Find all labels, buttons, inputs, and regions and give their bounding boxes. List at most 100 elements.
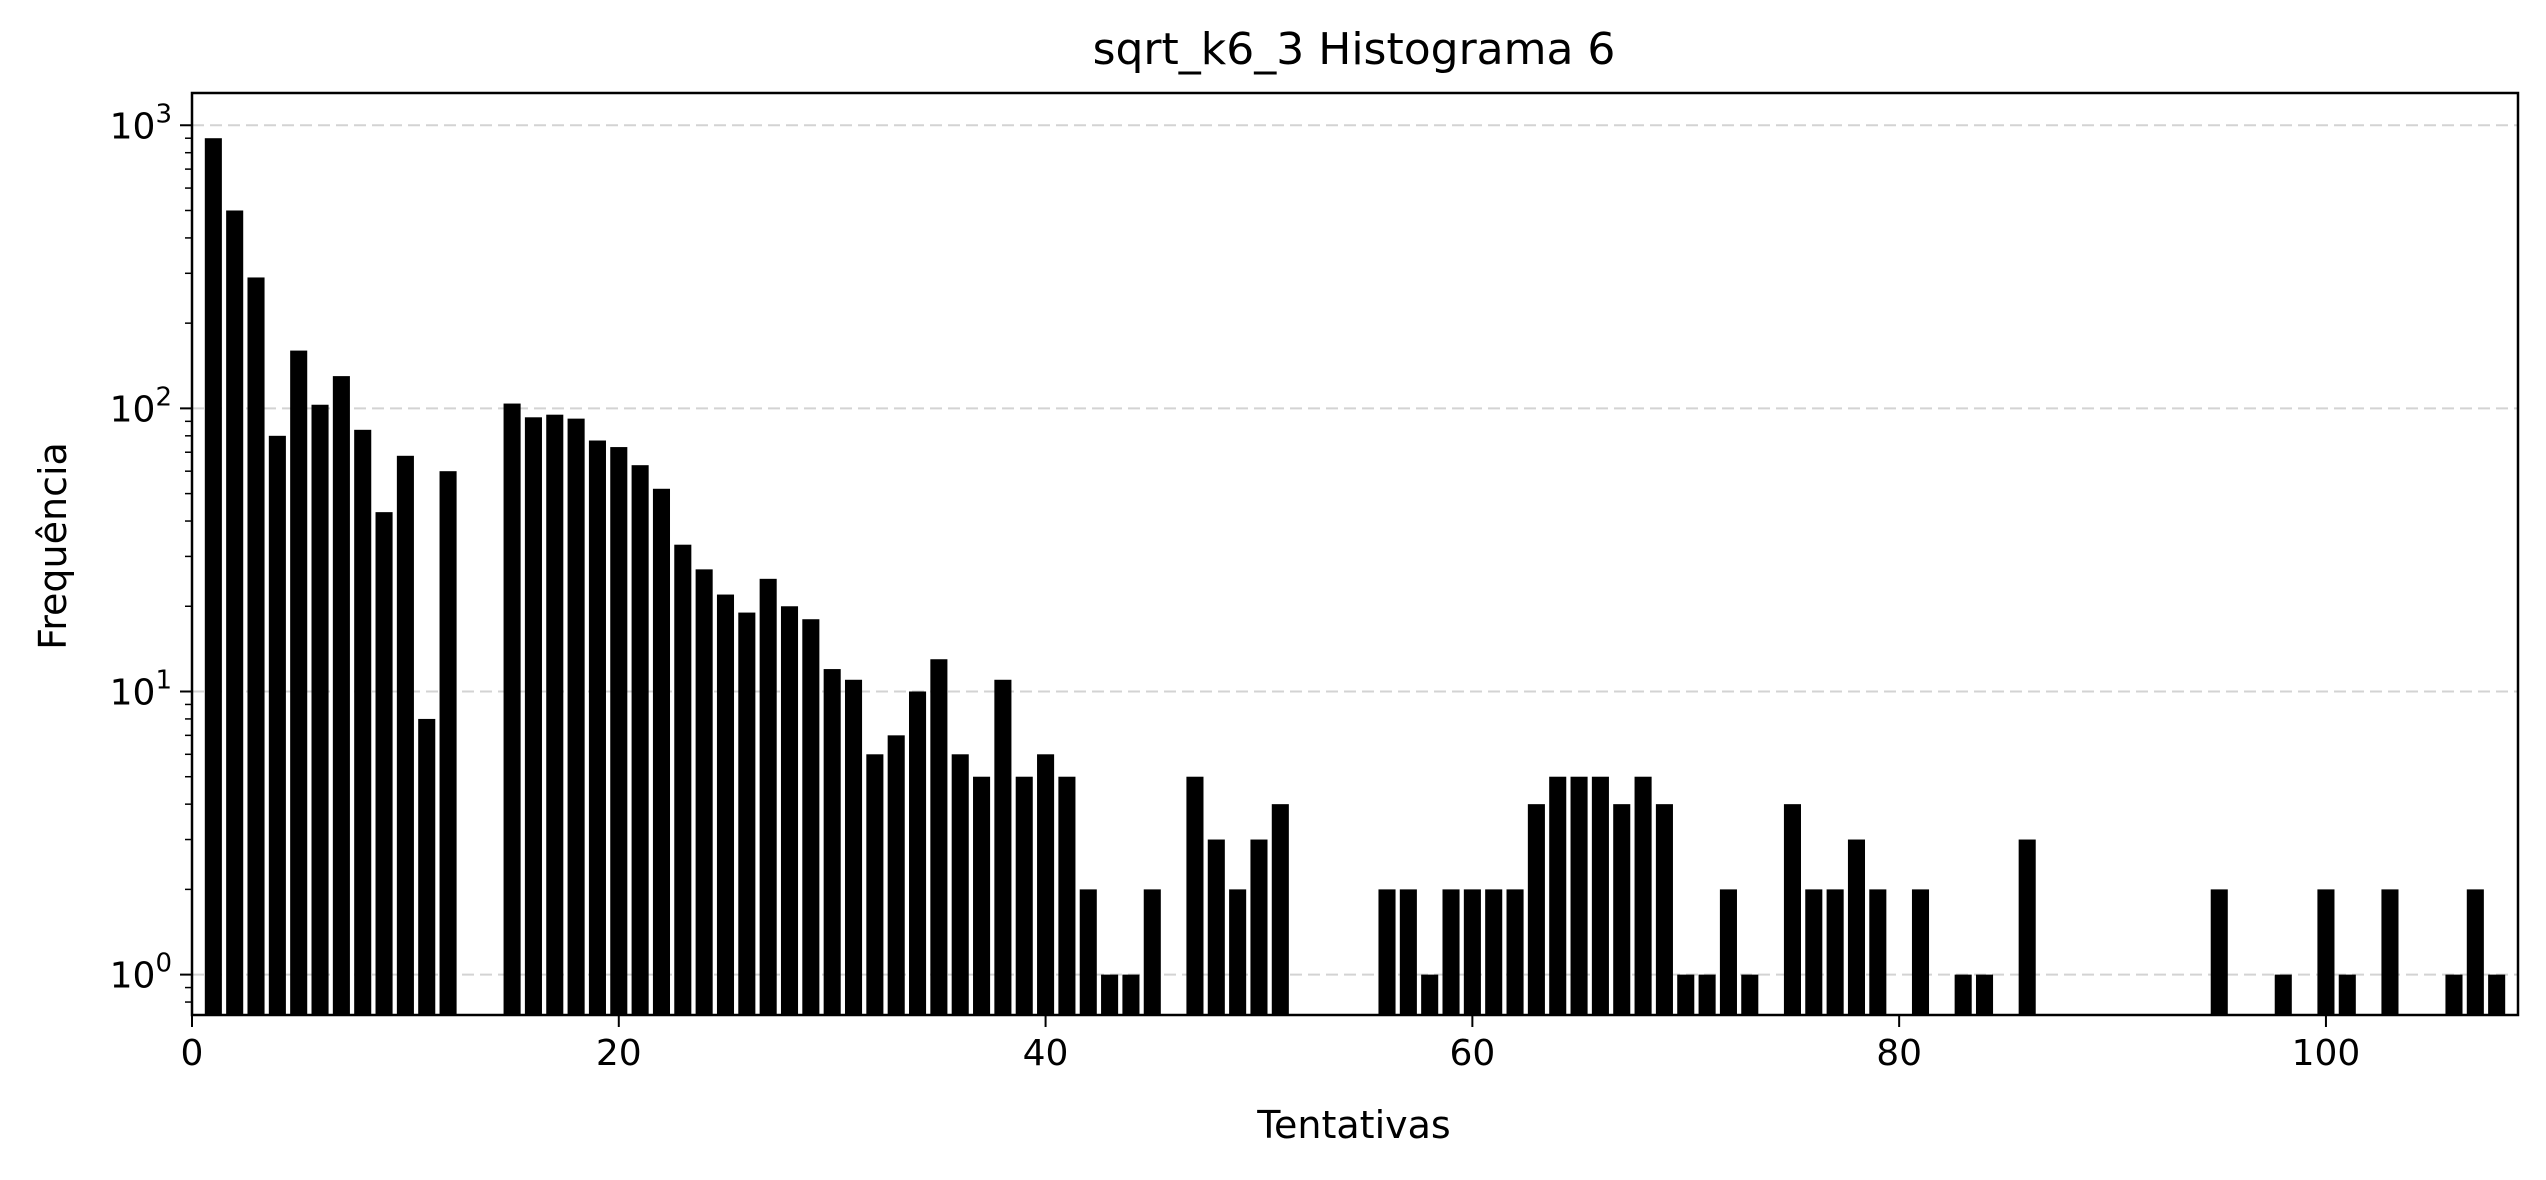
bar bbox=[503, 403, 521, 1015]
bar bbox=[1250, 839, 1268, 1015]
bar bbox=[951, 754, 969, 1015]
bar bbox=[887, 735, 905, 1015]
bar bbox=[1101, 974, 1119, 1015]
bar bbox=[1911, 889, 1930, 1015]
y-axis-label: Frequência bbox=[31, 442, 75, 650]
bar bbox=[2381, 889, 2399, 1015]
bar bbox=[204, 138, 222, 1015]
bar bbox=[1741, 974, 1759, 1015]
bar bbox=[1698, 974, 1716, 1015]
bar bbox=[780, 606, 799, 1015]
bar bbox=[802, 619, 820, 1015]
x-tick-label: 80 bbox=[1876, 1033, 1922, 1074]
bar bbox=[1591, 776, 1609, 1015]
bar bbox=[268, 435, 286, 1015]
chart-title: sqrt_k6_3 Histograma 6 bbox=[1093, 24, 1616, 75]
bar bbox=[1719, 889, 1737, 1015]
bar bbox=[759, 578, 777, 1015]
plot-frame bbox=[190, 91, 2520, 1017]
bar bbox=[610, 447, 628, 1016]
bar bbox=[1058, 776, 1076, 1015]
bar bbox=[652, 488, 671, 1015]
bar bbox=[247, 277, 265, 1015]
bar bbox=[1207, 839, 1225, 1015]
bar bbox=[1783, 804, 1801, 1015]
bar bbox=[1271, 804, 1289, 1015]
bar bbox=[226, 210, 244, 1015]
bar bbox=[1506, 889, 1524, 1015]
y-tick-label: 100 bbox=[110, 949, 172, 997]
bar bbox=[1186, 776, 1204, 1015]
bar bbox=[1847, 839, 1866, 1015]
bar bbox=[332, 376, 350, 1015]
bar bbox=[2317, 889, 2335, 1015]
y-tick-label: 101 bbox=[110, 665, 172, 713]
bar bbox=[311, 404, 329, 1015]
bar bbox=[1975, 974, 1994, 1015]
bar bbox=[1463, 889, 1481, 1015]
bar bbox=[674, 544, 692, 1015]
bar bbox=[1954, 974, 1972, 1015]
bar bbox=[1015, 776, 1033, 1015]
x-tick-label: 20 bbox=[596, 1033, 642, 1074]
bar bbox=[396, 455, 414, 1015]
bar bbox=[994, 679, 1012, 1015]
bar bbox=[2210, 889, 2228, 1015]
bar bbox=[2488, 974, 2506, 1015]
bar bbox=[930, 659, 948, 1015]
bar bbox=[844, 679, 863, 1015]
bar bbox=[1079, 889, 1097, 1015]
bar bbox=[418, 718, 436, 1015]
bar bbox=[1805, 889, 1823, 1015]
bar bbox=[1485, 889, 1503, 1015]
y-tick-label: 102 bbox=[110, 382, 172, 430]
bar bbox=[1378, 889, 1396, 1015]
bar bbox=[567, 418, 585, 1015]
bar bbox=[2018, 839, 2036, 1015]
bar bbox=[1442, 889, 1460, 1015]
bar bbox=[2466, 889, 2484, 1015]
bar bbox=[1122, 974, 1140, 1015]
y-tick-label: 103 bbox=[110, 99, 172, 147]
bar bbox=[695, 569, 713, 1015]
bar bbox=[973, 776, 991, 1015]
bar bbox=[1655, 804, 1673, 1015]
bar bbox=[546, 414, 564, 1015]
bar bbox=[2445, 974, 2463, 1015]
bar bbox=[1421, 974, 1439, 1015]
bar bbox=[354, 429, 372, 1015]
bars bbox=[204, 138, 2506, 1016]
bar bbox=[2338, 974, 2356, 1015]
bar bbox=[716, 594, 735, 1015]
bar bbox=[1869, 889, 1887, 1015]
bar bbox=[631, 465, 649, 1015]
axes: 0 20 40 60 80 100 100 101 102 103 bbox=[110, 91, 2520, 1074]
bar bbox=[1399, 889, 1417, 1015]
x-tick-label: 0 bbox=[181, 1033, 204, 1074]
x-tick-label: 100 bbox=[2292, 1033, 2361, 1074]
bar bbox=[738, 612, 756, 1015]
bar bbox=[1677, 974, 1695, 1015]
bar bbox=[1634, 776, 1652, 1015]
bar bbox=[588, 440, 606, 1016]
x-tick-label: 40 bbox=[1023, 1033, 1069, 1074]
bar bbox=[2274, 974, 2292, 1015]
bar bbox=[439, 471, 457, 1015]
bar bbox=[823, 669, 841, 1015]
bar bbox=[1613, 804, 1631, 1015]
bar bbox=[1826, 889, 1844, 1015]
bar bbox=[1549, 776, 1567, 1015]
bar bbox=[290, 350, 308, 1015]
bar bbox=[909, 691, 927, 1015]
bar bbox=[1037, 754, 1055, 1015]
bar bbox=[375, 512, 393, 1015]
bar bbox=[1570, 776, 1588, 1015]
x-tick-label: 60 bbox=[1449, 1033, 1495, 1074]
x-axis-label: Tentativas bbox=[1256, 1103, 1450, 1147]
bar bbox=[1229, 889, 1247, 1015]
bar bbox=[1143, 889, 1161, 1015]
bar bbox=[866, 754, 884, 1015]
bar bbox=[1527, 804, 1545, 1015]
